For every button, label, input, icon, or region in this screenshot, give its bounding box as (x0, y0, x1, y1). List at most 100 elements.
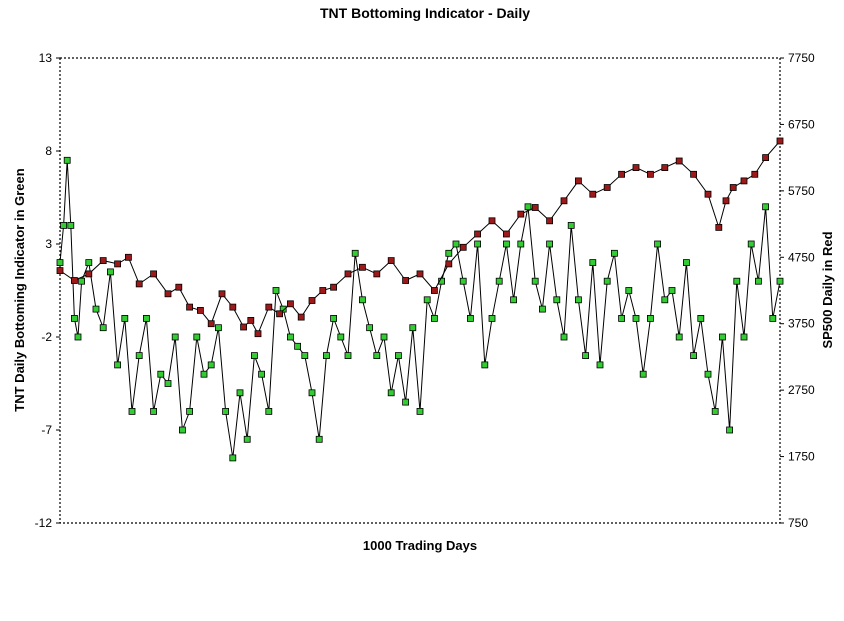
data-point (286, 333, 294, 341)
data-point (776, 277, 784, 285)
data-point (315, 435, 323, 443)
data-point (272, 287, 280, 294)
data-point (675, 333, 683, 341)
data-point (690, 170, 697, 178)
data-point (71, 277, 78, 284)
data-point (416, 270, 424, 278)
data-point (164, 290, 172, 298)
data-point (459, 277, 467, 285)
left-tick-label: 3 (45, 237, 52, 251)
data-point (99, 257, 107, 265)
data-point (286, 300, 294, 308)
data-point (297, 313, 305, 321)
data-point (560, 197, 568, 205)
data-point (751, 170, 759, 178)
data-point (445, 260, 453, 268)
data-point (474, 240, 482, 248)
data-point (71, 314, 78, 322)
data-point (589, 259, 597, 267)
data-point (517, 210, 525, 218)
data-point (236, 389, 244, 397)
data-point (704, 190, 712, 198)
right-tick-label: 2750 (788, 383, 815, 397)
data-point (279, 305, 287, 313)
right-tick-label: 5750 (788, 184, 815, 198)
data-point (387, 257, 395, 265)
data-point (762, 203, 769, 211)
data-point (128, 407, 136, 415)
data-point (358, 263, 366, 271)
y-left-axis-label: TNT Daily Bottoming Indicator in Green (12, 168, 27, 411)
data-point (430, 287, 438, 294)
data-point (531, 277, 539, 285)
data-point (322, 352, 330, 360)
data-point (502, 230, 510, 238)
data-point (524, 203, 532, 211)
right-tick-label: 1750 (788, 450, 815, 464)
left-tick-label: 8 (45, 144, 52, 158)
right-axis: 7750 6750 5750 4750 3750 2750 1750 750 (780, 51, 815, 530)
left-tick-label: -2 (41, 330, 52, 344)
data-point (567, 221, 575, 229)
data-point (409, 324, 417, 332)
data-point (207, 320, 215, 328)
data-point (647, 170, 654, 178)
right-tick-label: 6750 (788, 117, 815, 131)
data-point (135, 280, 143, 288)
data-point (715, 223, 723, 231)
data-point (150, 270, 158, 278)
left-tick-label: 13 (39, 51, 53, 65)
data-point (207, 361, 215, 369)
data-point (575, 177, 582, 185)
data-point (481, 361, 489, 369)
data-point (294, 342, 302, 350)
series-right (56, 137, 784, 338)
x-axis-label: 1000 Trading Days (363, 538, 477, 553)
data-point (668, 287, 676, 294)
data-point (762, 154, 769, 162)
data-point (603, 277, 611, 285)
data-point (495, 277, 503, 285)
data-point (240, 323, 248, 331)
data-point (373, 352, 381, 360)
data-point (265, 303, 273, 311)
data-point (416, 407, 424, 415)
data-point (308, 389, 316, 397)
data-point (330, 314, 338, 322)
data-point (150, 407, 158, 415)
data-point (67, 221, 75, 229)
data-point (430, 314, 438, 322)
data-point (60, 221, 67, 229)
data-point (250, 352, 258, 360)
data-point (632, 164, 640, 172)
data-point (625, 287, 633, 294)
series-line (59, 140, 781, 335)
data-point (575, 296, 582, 304)
data-point (488, 314, 496, 322)
data-point (611, 249, 618, 257)
data-point (733, 277, 741, 285)
data-point (373, 270, 381, 278)
data-point (164, 380, 172, 387)
left-tick-label: -7 (41, 423, 52, 437)
data-point (351, 249, 359, 257)
data-point (683, 259, 690, 267)
right-tick-label: 7750 (788, 51, 815, 65)
data-point (99, 324, 107, 332)
data-point (776, 137, 784, 145)
data-point (719, 333, 726, 341)
data-point (114, 260, 121, 268)
data-point (459, 243, 467, 251)
right-tick-label: 750 (788, 516, 808, 530)
data-point (344, 352, 352, 360)
data-point (200, 370, 208, 378)
data-point (193, 333, 201, 341)
data-point (254, 330, 262, 338)
data-point (747, 240, 755, 248)
data-point (697, 314, 705, 322)
data-point (229, 454, 237, 462)
series-left (56, 156, 784, 462)
data-point (175, 283, 183, 291)
left-tick-label: -12 (35, 516, 53, 530)
